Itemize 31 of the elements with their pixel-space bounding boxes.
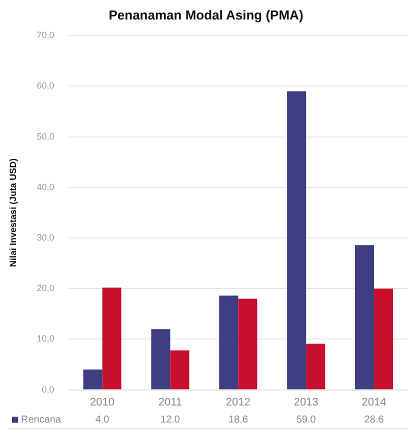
y-tick-label: 0,0 [42, 384, 54, 394]
x-tick-label: 2011 [158, 396, 182, 408]
bar [355, 245, 374, 390]
bar [238, 298, 258, 390]
y-tick-label: 10,0 [36, 334, 54, 344]
y-tick-label: 30,0 [36, 232, 54, 242]
y-tick-label: 20,0 [36, 283, 54, 294]
y-tick-label: 40,0 [36, 182, 54, 192]
bar [219, 296, 238, 390]
data-label: 4.0 [95, 414, 110, 426]
legend-label: Rencana [21, 414, 62, 426]
x-tick-label: 2014 [362, 396, 386, 408]
x-tick-label: 2012 [226, 396, 250, 408]
bar [151, 329, 170, 390]
x-tick-label: 2010 [90, 396, 115, 408]
bar [306, 344, 326, 390]
bar [374, 288, 394, 390]
bar [170, 350, 190, 390]
chart-title: Penanaman Modal Asing (PMA) [108, 7, 304, 22]
y-tick-label: 70,0 [36, 30, 54, 40]
y-axis-title: Nilai Investasi (Juta USD) [8, 158, 18, 267]
y-tick-label: 60,0 [36, 80, 54, 91]
data-label: 12.0 [160, 414, 180, 426]
y-tick-label: 50,0 [36, 131, 54, 142]
data-label: 59.0 [296, 414, 316, 426]
bar [83, 370, 102, 390]
data-label: 28.6 [364, 414, 384, 426]
bar [287, 91, 306, 390]
data-label: 18.6 [228, 414, 248, 426]
x-tick-label: 2013 [294, 396, 318, 408]
bar [102, 288, 122, 390]
